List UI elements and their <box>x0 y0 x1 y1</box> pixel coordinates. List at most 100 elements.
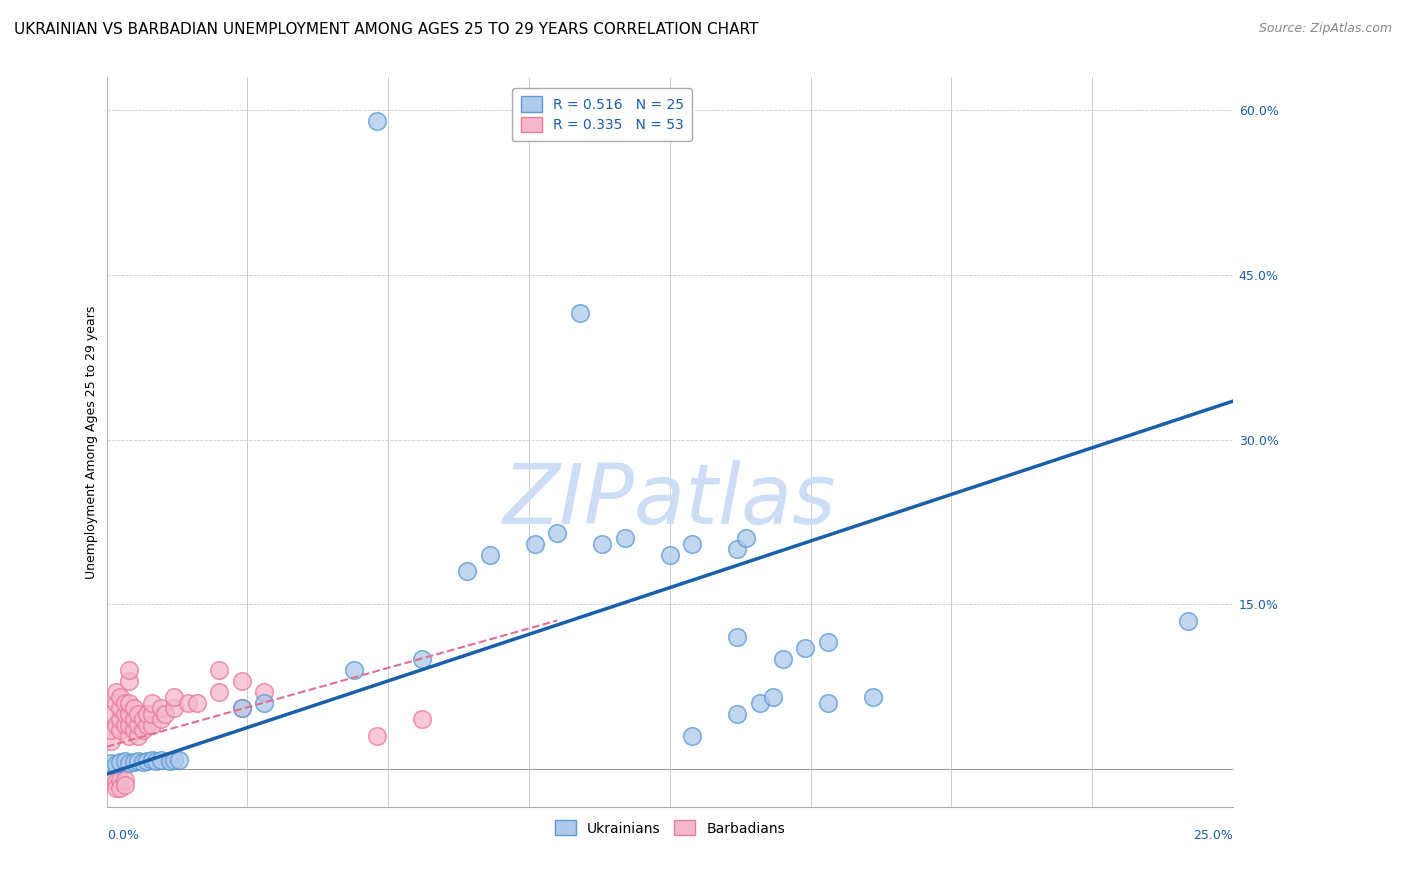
Text: ZIPatlas: ZIPatlas <box>503 460 837 541</box>
Point <box>104 685 127 699</box>
Point <box>735 531 758 545</box>
Text: 0.0%: 0.0% <box>107 829 139 842</box>
Point <box>114 754 136 768</box>
Point <box>108 701 131 715</box>
Point <box>141 753 163 767</box>
Point <box>114 718 136 732</box>
Point <box>456 564 478 578</box>
Point <box>100 734 122 748</box>
Point <box>131 755 153 769</box>
Point <box>231 701 253 715</box>
Point <box>163 753 186 767</box>
Point <box>100 756 122 771</box>
Point <box>208 685 231 699</box>
Point <box>118 673 141 688</box>
Point <box>114 706 136 721</box>
Point <box>136 718 159 732</box>
Point <box>131 712 153 726</box>
Point <box>727 542 749 557</box>
Point <box>568 306 591 320</box>
Point <box>145 754 167 768</box>
Point <box>141 718 163 732</box>
Point <box>127 718 149 732</box>
Text: 25.0%: 25.0% <box>1194 829 1233 842</box>
Point <box>159 754 181 768</box>
Point <box>727 706 749 721</box>
Point <box>114 778 136 792</box>
Point <box>186 696 208 710</box>
Point <box>114 772 136 787</box>
Point <box>817 635 839 649</box>
Point <box>108 781 131 796</box>
Point <box>127 729 149 743</box>
Point <box>149 753 172 767</box>
Point <box>118 706 141 721</box>
Point <box>118 718 141 732</box>
Point <box>366 114 388 128</box>
Point <box>177 696 200 710</box>
Point <box>155 706 177 721</box>
Point <box>100 706 122 721</box>
Point <box>104 718 127 732</box>
Point <box>591 537 613 551</box>
Point <box>762 690 785 705</box>
Text: UKRAINIAN VS BARBADIAN UNEMPLOYMENT AMONG AGES 25 TO 29 YEARS CORRELATION CHART: UKRAINIAN VS BARBADIAN UNEMPLOYMENT AMON… <box>14 22 758 37</box>
Point <box>749 696 772 710</box>
Point <box>681 537 703 551</box>
Point <box>167 753 190 767</box>
Text: Source: ZipAtlas.com: Source: ZipAtlas.com <box>1258 22 1392 36</box>
Point <box>141 696 163 710</box>
Point <box>231 701 253 715</box>
Point <box>141 706 163 721</box>
Point <box>127 706 149 721</box>
Point <box>104 757 127 772</box>
Point <box>104 781 127 796</box>
Point <box>100 772 122 787</box>
Point <box>136 706 159 721</box>
Point <box>108 723 131 738</box>
Point <box>118 756 141 771</box>
Point <box>253 696 276 710</box>
Point <box>104 696 127 710</box>
Point <box>658 548 681 562</box>
Point <box>163 690 186 705</box>
Point <box>681 729 703 743</box>
Point <box>108 712 131 726</box>
Point <box>478 548 501 562</box>
Point <box>817 696 839 710</box>
Point <box>163 701 186 715</box>
Point <box>772 652 794 666</box>
Point <box>118 663 141 677</box>
Point <box>104 774 127 789</box>
Y-axis label: Unemployment Among Ages 25 to 29 years: Unemployment Among Ages 25 to 29 years <box>86 306 98 579</box>
Point <box>108 690 131 705</box>
Point <box>343 663 366 677</box>
Point <box>523 537 546 551</box>
Point <box>108 755 131 769</box>
Point <box>149 712 172 726</box>
Point <box>122 723 145 738</box>
Point <box>122 755 145 769</box>
Point <box>366 729 388 743</box>
Point <box>727 630 749 644</box>
Point <box>794 640 817 655</box>
Point <box>136 754 159 768</box>
Point <box>122 712 145 726</box>
Point <box>108 772 131 787</box>
Point <box>231 673 253 688</box>
Point <box>131 723 153 738</box>
Point <box>1177 614 1199 628</box>
Point <box>118 729 141 743</box>
Point <box>127 754 149 768</box>
Point <box>862 690 884 705</box>
Point <box>149 701 172 715</box>
Point <box>118 696 141 710</box>
Point <box>100 723 122 738</box>
Point <box>208 663 231 677</box>
Point <box>122 701 145 715</box>
Point <box>253 685 276 699</box>
Point <box>613 531 636 545</box>
Point <box>411 652 433 666</box>
Point <box>411 712 433 726</box>
Point <box>546 525 568 540</box>
